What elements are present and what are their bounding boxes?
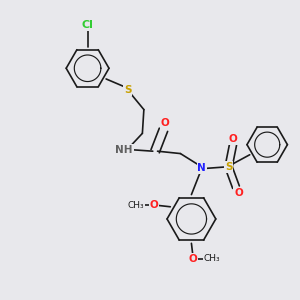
Text: O: O [234, 188, 243, 198]
Text: CH₃: CH₃ [203, 254, 220, 263]
Text: S: S [225, 162, 232, 172]
Text: O: O [229, 134, 237, 144]
Text: NH: NH [115, 145, 133, 155]
Text: CH₃: CH₃ [128, 201, 144, 210]
Text: O: O [188, 254, 197, 264]
Text: S: S [124, 85, 131, 95]
Text: Cl: Cl [82, 20, 94, 31]
Text: N: N [197, 164, 206, 173]
Text: O: O [150, 200, 158, 210]
Text: O: O [161, 118, 170, 128]
